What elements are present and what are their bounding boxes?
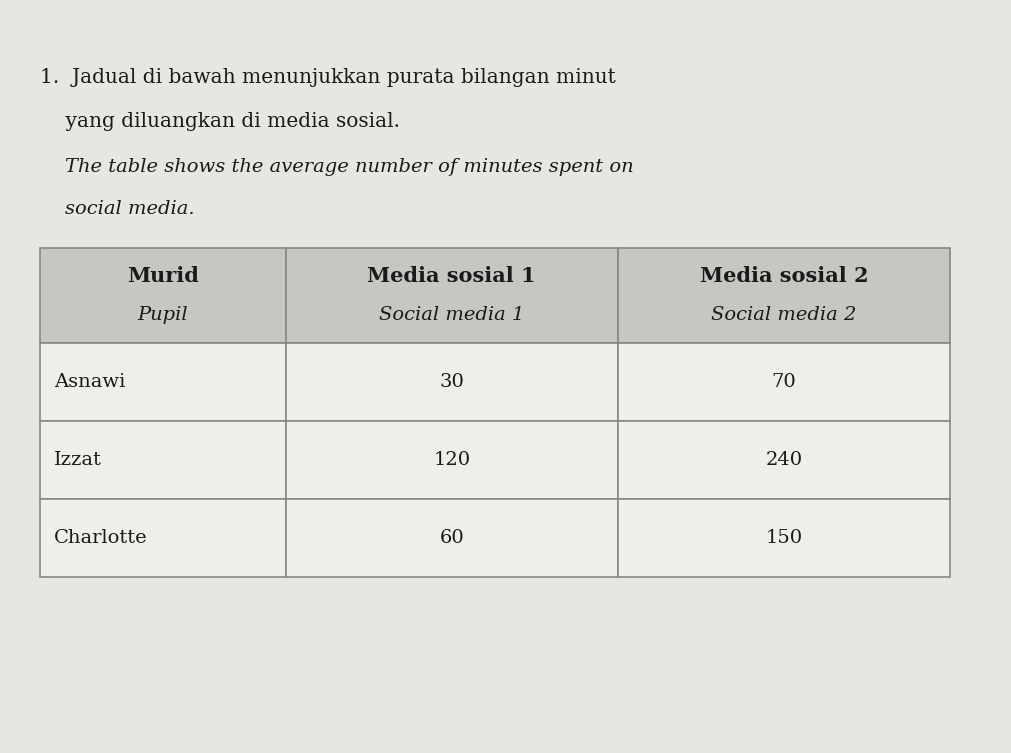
- Bar: [285, 499, 618, 577]
- Text: Asnawi: Asnawi: [54, 373, 125, 391]
- Text: Media sosial 2: Media sosial 2: [699, 266, 867, 285]
- Text: 150: 150: [764, 529, 802, 547]
- Bar: [40, 343, 285, 421]
- Text: Social media 1: Social media 1: [379, 306, 524, 324]
- Text: social media.: social media.: [40, 200, 194, 218]
- Text: yang diluangkan di media sosial.: yang diluangkan di media sosial.: [40, 112, 399, 131]
- Text: 120: 120: [433, 451, 470, 469]
- Bar: [40, 421, 285, 499]
- Text: Murid: Murid: [126, 266, 198, 285]
- Text: Pupil: Pupil: [137, 306, 188, 324]
- Bar: [285, 343, 618, 421]
- Text: Charlotte: Charlotte: [54, 529, 148, 547]
- Bar: [618, 499, 949, 577]
- Text: Izzat: Izzat: [54, 451, 102, 469]
- Text: 1.  Jadual di bawah menunjukkan purata bilangan minut: 1. Jadual di bawah menunjukkan purata bi…: [40, 68, 616, 87]
- Text: Media sosial 1: Media sosial 1: [367, 266, 536, 285]
- Bar: [285, 248, 618, 343]
- Text: 70: 70: [770, 373, 796, 391]
- Bar: [285, 421, 618, 499]
- Text: The table shows the average number of minutes spent on: The table shows the average number of mi…: [40, 158, 633, 176]
- Bar: [40, 248, 285, 343]
- Bar: [40, 499, 285, 577]
- Bar: [618, 421, 949, 499]
- Bar: [618, 248, 949, 343]
- Bar: [618, 343, 949, 421]
- Text: Social media 2: Social media 2: [711, 306, 855, 324]
- Text: 240: 240: [764, 451, 802, 469]
- Text: 30: 30: [439, 373, 464, 391]
- Text: 60: 60: [439, 529, 464, 547]
